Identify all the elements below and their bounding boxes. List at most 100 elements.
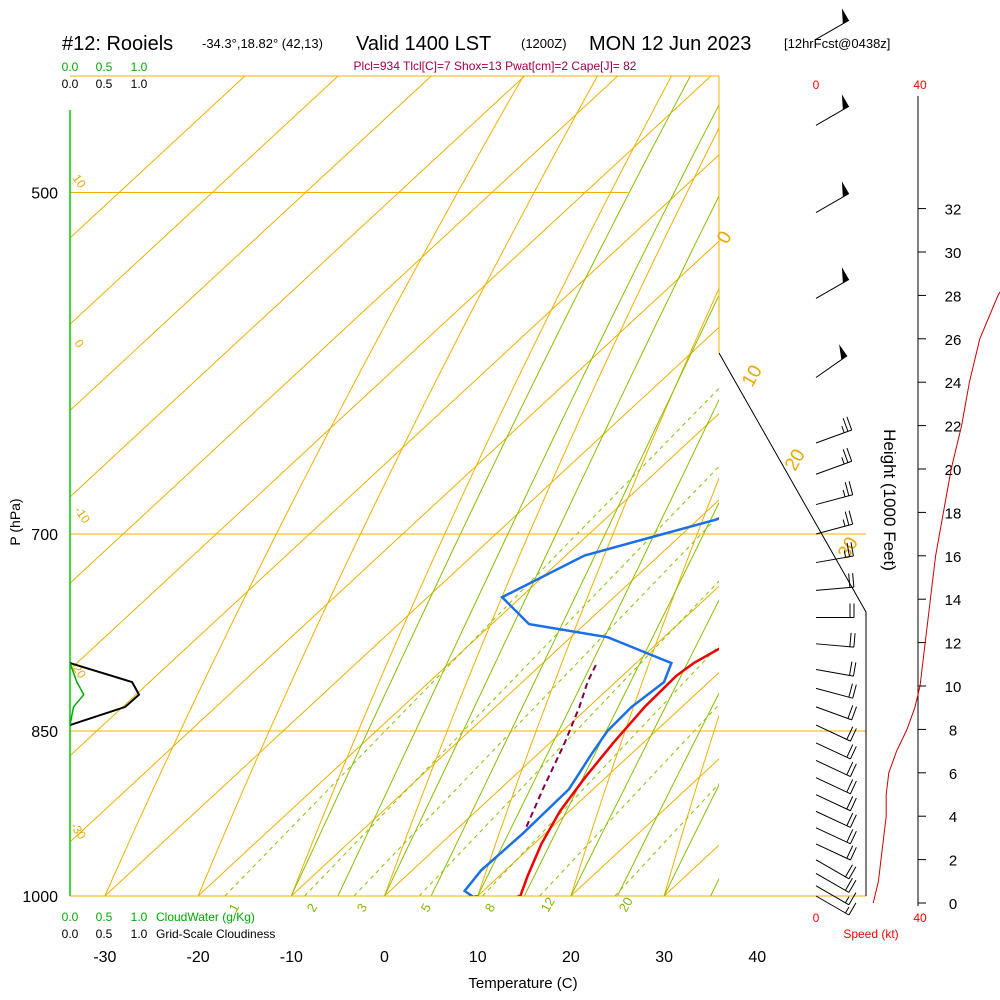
height-tick-label: 8 (949, 722, 957, 739)
plot-frame (69, 75, 919, 906)
cloudwater-tick-bottom: 1.0 (131, 910, 148, 924)
height-tick-label: 26 (945, 332, 962, 349)
wind-barb-staff (815, 355, 848, 378)
cloudwater-line (69, 662, 85, 726)
height-tick-label: 18 (945, 505, 962, 522)
speed-axis-title: Speed (kt) (843, 927, 898, 941)
cloudiness-tick-top: 0.5 (96, 77, 113, 91)
background-lines (70, 76, 719, 896)
wind-barb-full (849, 797, 857, 811)
wind-barb-full (848, 866, 857, 880)
wind-barb-full (842, 449, 849, 463)
wind-barb-staff (815, 669, 854, 677)
wind-barb-full (847, 705, 854, 719)
station-title: #12: Rooiels (62, 33, 173, 55)
speed-axis: 0040408080120120 (813, 78, 927, 925)
wind-barb (815, 859, 857, 880)
wind-barb (815, 742, 857, 760)
isotherm-line (70, 76, 246, 239)
mixing-ratio-label: 12 (538, 894, 558, 914)
dry-adiabat-label: -20 (68, 659, 90, 682)
wind-barb (815, 683, 857, 699)
wind-barb-full (846, 829, 854, 843)
valid-time: Valid 1400 LST (356, 33, 491, 55)
wind-barb-staff (815, 586, 854, 591)
isotherm-line (70, 76, 433, 412)
wind-barb-full (844, 482, 850, 496)
dry-adiabat-line (104, 76, 525, 896)
wind-barb-full (848, 902, 857, 916)
height-tick-label: 6 (949, 766, 957, 783)
dry-adiabat-line (477, 287, 719, 896)
wind-barb-half (843, 550, 847, 558)
isotherm-line (70, 154, 719, 757)
surface-temperature-point (516, 895, 522, 896)
wind-barb-full (842, 418, 849, 432)
height-tick-label: 28 (945, 288, 962, 305)
cloudiness-tick-bottom: 0.0 (62, 927, 79, 941)
wind-barb-full (845, 864, 853, 878)
speed-series (872, 291, 1000, 904)
moist-adiabat-line (384, 194, 719, 896)
moist-adiabat-line (430, 294, 719, 896)
dry-adiabat-line (663, 714, 719, 896)
x-axis-title: Temperature (C) (468, 975, 577, 992)
wind-barb-full (848, 573, 851, 588)
pressure-tick-label: 700 (31, 527, 58, 544)
wind-barb-flag (841, 94, 849, 110)
wind-barb (815, 843, 857, 861)
background-lines-right (70, 191, 866, 732)
wind-barb-full (851, 706, 857, 721)
wind-barb-full (846, 796, 854, 810)
wind-barb-staff (815, 643, 854, 648)
mixing-ratio-label: 8 (482, 901, 499, 915)
utc-time: (1200Z) (521, 36, 567, 51)
mixing-ratio-line (539, 703, 719, 896)
temperature-line (518, 647, 719, 896)
wind-barb-staff (815, 885, 850, 906)
height-axis-title: Height (1000 Feet) (880, 429, 899, 571)
isotherm-line (663, 844, 719, 896)
height-tick-label: 20 (945, 462, 962, 479)
wind-barb-full (849, 814, 857, 828)
wind-barb-full (848, 880, 857, 893)
isotherm-line (70, 76, 526, 498)
mixing-ratio-label: 5 (418, 901, 435, 915)
parcel-line (525, 662, 598, 828)
wind-barb-staff (815, 794, 851, 812)
wind-barb-half (842, 519, 846, 527)
wind-barb (815, 777, 857, 795)
wind-barb-full (846, 845, 854, 859)
wind-barb-flag (839, 344, 848, 360)
wind-barb (815, 885, 857, 906)
wind-barbs (815, 8, 857, 916)
wind-barb-staff (815, 742, 851, 760)
wind-barb-full (848, 510, 854, 525)
cloudwater-tick-bottom: 0.0 (62, 910, 79, 924)
cloudwater-tick-bottom: 0.5 (96, 910, 113, 924)
isotherm-line (104, 326, 719, 896)
wind-barb (815, 510, 854, 535)
wind-barb-staff (815, 460, 852, 475)
wind-barb-full (849, 746, 857, 760)
wind-barb-staff (815, 494, 853, 506)
cloudiness-tick-bottom: 1.0 (131, 927, 148, 941)
moist-adiabat-line (570, 599, 719, 896)
wind-barb (815, 181, 850, 213)
hodo-frame-line (718, 352, 867, 896)
wind-barb-full (849, 830, 857, 845)
wind-barb-staff (815, 872, 850, 893)
wind-barb-staff (815, 859, 850, 880)
wind-barb-full (846, 726, 854, 740)
temperature-axis: -30 -20 -10 0 10 20 30 40 (93, 949, 766, 966)
wind-barb-flag (841, 8, 849, 24)
dry-adiabat-line (290, 76, 673, 896)
wind-barb (816, 603, 855, 618)
dry-adiabat-line (384, 126, 719, 896)
temperature-tick-label: -30 (93, 949, 116, 966)
dry-adiabat-line (570, 476, 719, 896)
cloudiness-tick-top: 1.0 (131, 77, 148, 91)
cloudwater-tick-top: 0.0 (62, 60, 79, 74)
